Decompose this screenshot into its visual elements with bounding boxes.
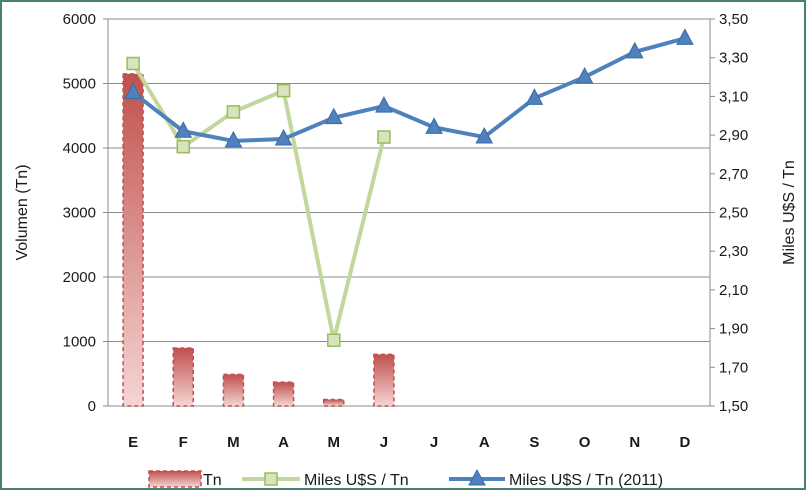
- left-tick-label: 6000: [63, 11, 96, 28]
- legend-label-tn: Tn: [203, 472, 222, 489]
- triangle-marker: [676, 28, 694, 45]
- category-label: F: [179, 434, 188, 451]
- square-marker: [276, 83, 291, 98]
- right-tick-label: 1,90: [719, 321, 748, 338]
- legend-marker-miles: [264, 472, 278, 486]
- category-label: J: [430, 434, 438, 451]
- bar-series-tn: [122, 73, 395, 407]
- category-label: E: [128, 434, 138, 451]
- triangle-marker: [324, 107, 343, 125]
- bar: [122, 73, 144, 407]
- category-label: A: [278, 434, 289, 451]
- right-tick-label: 3,30: [719, 50, 748, 67]
- triangle-marker: [525, 88, 544, 105]
- category-label: O: [579, 434, 591, 451]
- category-label: D: [679, 434, 690, 451]
- right-tick-label: 2,90: [719, 127, 748, 144]
- square-marker: [126, 56, 140, 71]
- y2-axis-title: Miles U$S / Tn: [781, 160, 798, 265]
- series-line: [131, 62, 386, 343]
- bar: [172, 347, 194, 407]
- category-label: M: [328, 434, 341, 451]
- bar: [272, 381, 295, 407]
- series-line: [131, 36, 686, 143]
- left-tick-label: 0: [88, 398, 96, 415]
- triangle-marker: [625, 41, 644, 59]
- category-label: J: [380, 434, 388, 451]
- square-marker: [327, 333, 341, 347]
- left-tick-label: 5000: [63, 76, 96, 93]
- right-tick-label: 1,70: [719, 359, 748, 376]
- triangle-marker: [575, 66, 594, 84]
- right-tick-label: 3,10: [719, 88, 748, 105]
- bar: [373, 353, 395, 407]
- triangle-marker: [224, 130, 243, 148]
- left-tick-label: 4000: [63, 140, 96, 157]
- right-tick-label: 3,50: [719, 11, 748, 28]
- triangle-marker: [475, 126, 494, 144]
- left-tick-label: 2000: [63, 269, 96, 286]
- square-marker: [176, 139, 190, 154]
- bar: [222, 373, 245, 407]
- right-tick-label: 2,70: [719, 166, 748, 183]
- category-label: A: [479, 434, 490, 451]
- right-tick-label: 2,10: [719, 282, 748, 299]
- left-tick-label: 1000: [63, 334, 96, 351]
- bar: [323, 398, 345, 407]
- legend: Tn Miles U$S / Tn Miles U$S / Tn (2011): [148, 468, 663, 489]
- legend-swatch-tn: [148, 470, 202, 488]
- right-tick-label: 2,30: [719, 243, 748, 260]
- square-marker: [377, 130, 391, 144]
- triangle-marker: [174, 121, 193, 138]
- triangle-marker: [375, 96, 393, 113]
- square-marker: [226, 105, 241, 119]
- legend-label-miles: Miles U$S / Tn: [304, 472, 409, 489]
- legend-label-2011: Miles U$S / Tn (2011): [509, 472, 663, 489]
- triangle-marker: [425, 117, 443, 134]
- y-axis-title: Volumen (Tn): [14, 164, 31, 260]
- category-label: S: [529, 434, 539, 451]
- legend-marker-2011: [468, 468, 486, 486]
- right-tick-label: 1,50: [719, 398, 748, 415]
- category-label: M: [227, 434, 240, 451]
- right-tick-label: 2,50: [719, 205, 748, 222]
- category-label: N: [629, 434, 640, 451]
- axes: 0 1000 2000 3000 4000 5000 6000 1,50 1,70 1,90 2,1…: [14, 11, 798, 451]
- triangle-marker: [274, 128, 293, 146]
- triangle-marker: [124, 82, 142, 100]
- line-series: [124, 28, 694, 347]
- gridlines: [108, 18, 710, 407]
- left-tick-label: 3000: [63, 205, 96, 222]
